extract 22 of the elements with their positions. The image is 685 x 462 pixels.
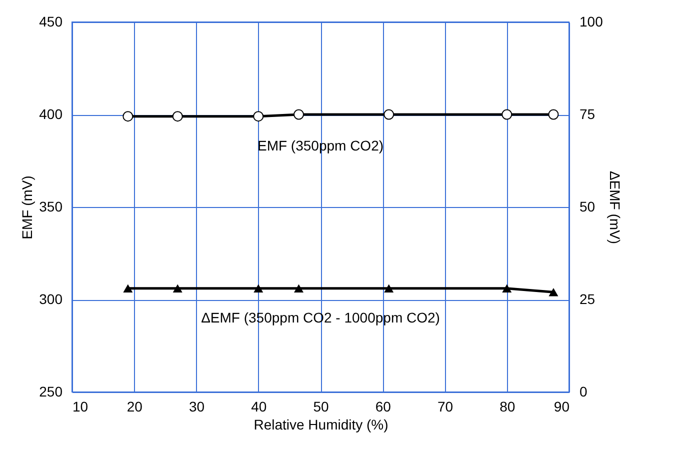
y2-tick-label: 50 <box>580 198 596 214</box>
y2-tick-label: 75 <box>580 106 596 122</box>
x-tick-label: 10 <box>72 398 88 414</box>
y-tick-label: 450 <box>39 14 63 30</box>
x-tick-label: 50 <box>313 398 329 414</box>
x-tick-label: 40 <box>251 398 267 414</box>
x-axis-title: Relative Humidity (%) <box>254 416 388 432</box>
x-tick-label: 30 <box>188 398 205 414</box>
y-tick-label: 350 <box>39 198 63 214</box>
y-axis-title: EMF (mV) <box>19 176 36 240</box>
x-tick-label: 60 <box>375 398 392 414</box>
y-tick-label: 400 <box>39 106 63 122</box>
y2-tick-label: 0 <box>580 384 588 400</box>
y2-tick-label: 100 <box>580 14 604 30</box>
x-tick-label: 70 <box>437 398 454 414</box>
x-tick-label: 90 <box>554 398 570 414</box>
x-tick-label: 80 <box>500 398 516 414</box>
y-tick-label: 300 <box>39 291 63 307</box>
x-tick-label: 20 <box>126 398 143 414</box>
y2-axis-title: ΔEMF (mV) <box>606 170 623 244</box>
y-tick-label: 250 <box>39 384 63 400</box>
y2-tick-label: 25 <box>580 291 596 307</box>
